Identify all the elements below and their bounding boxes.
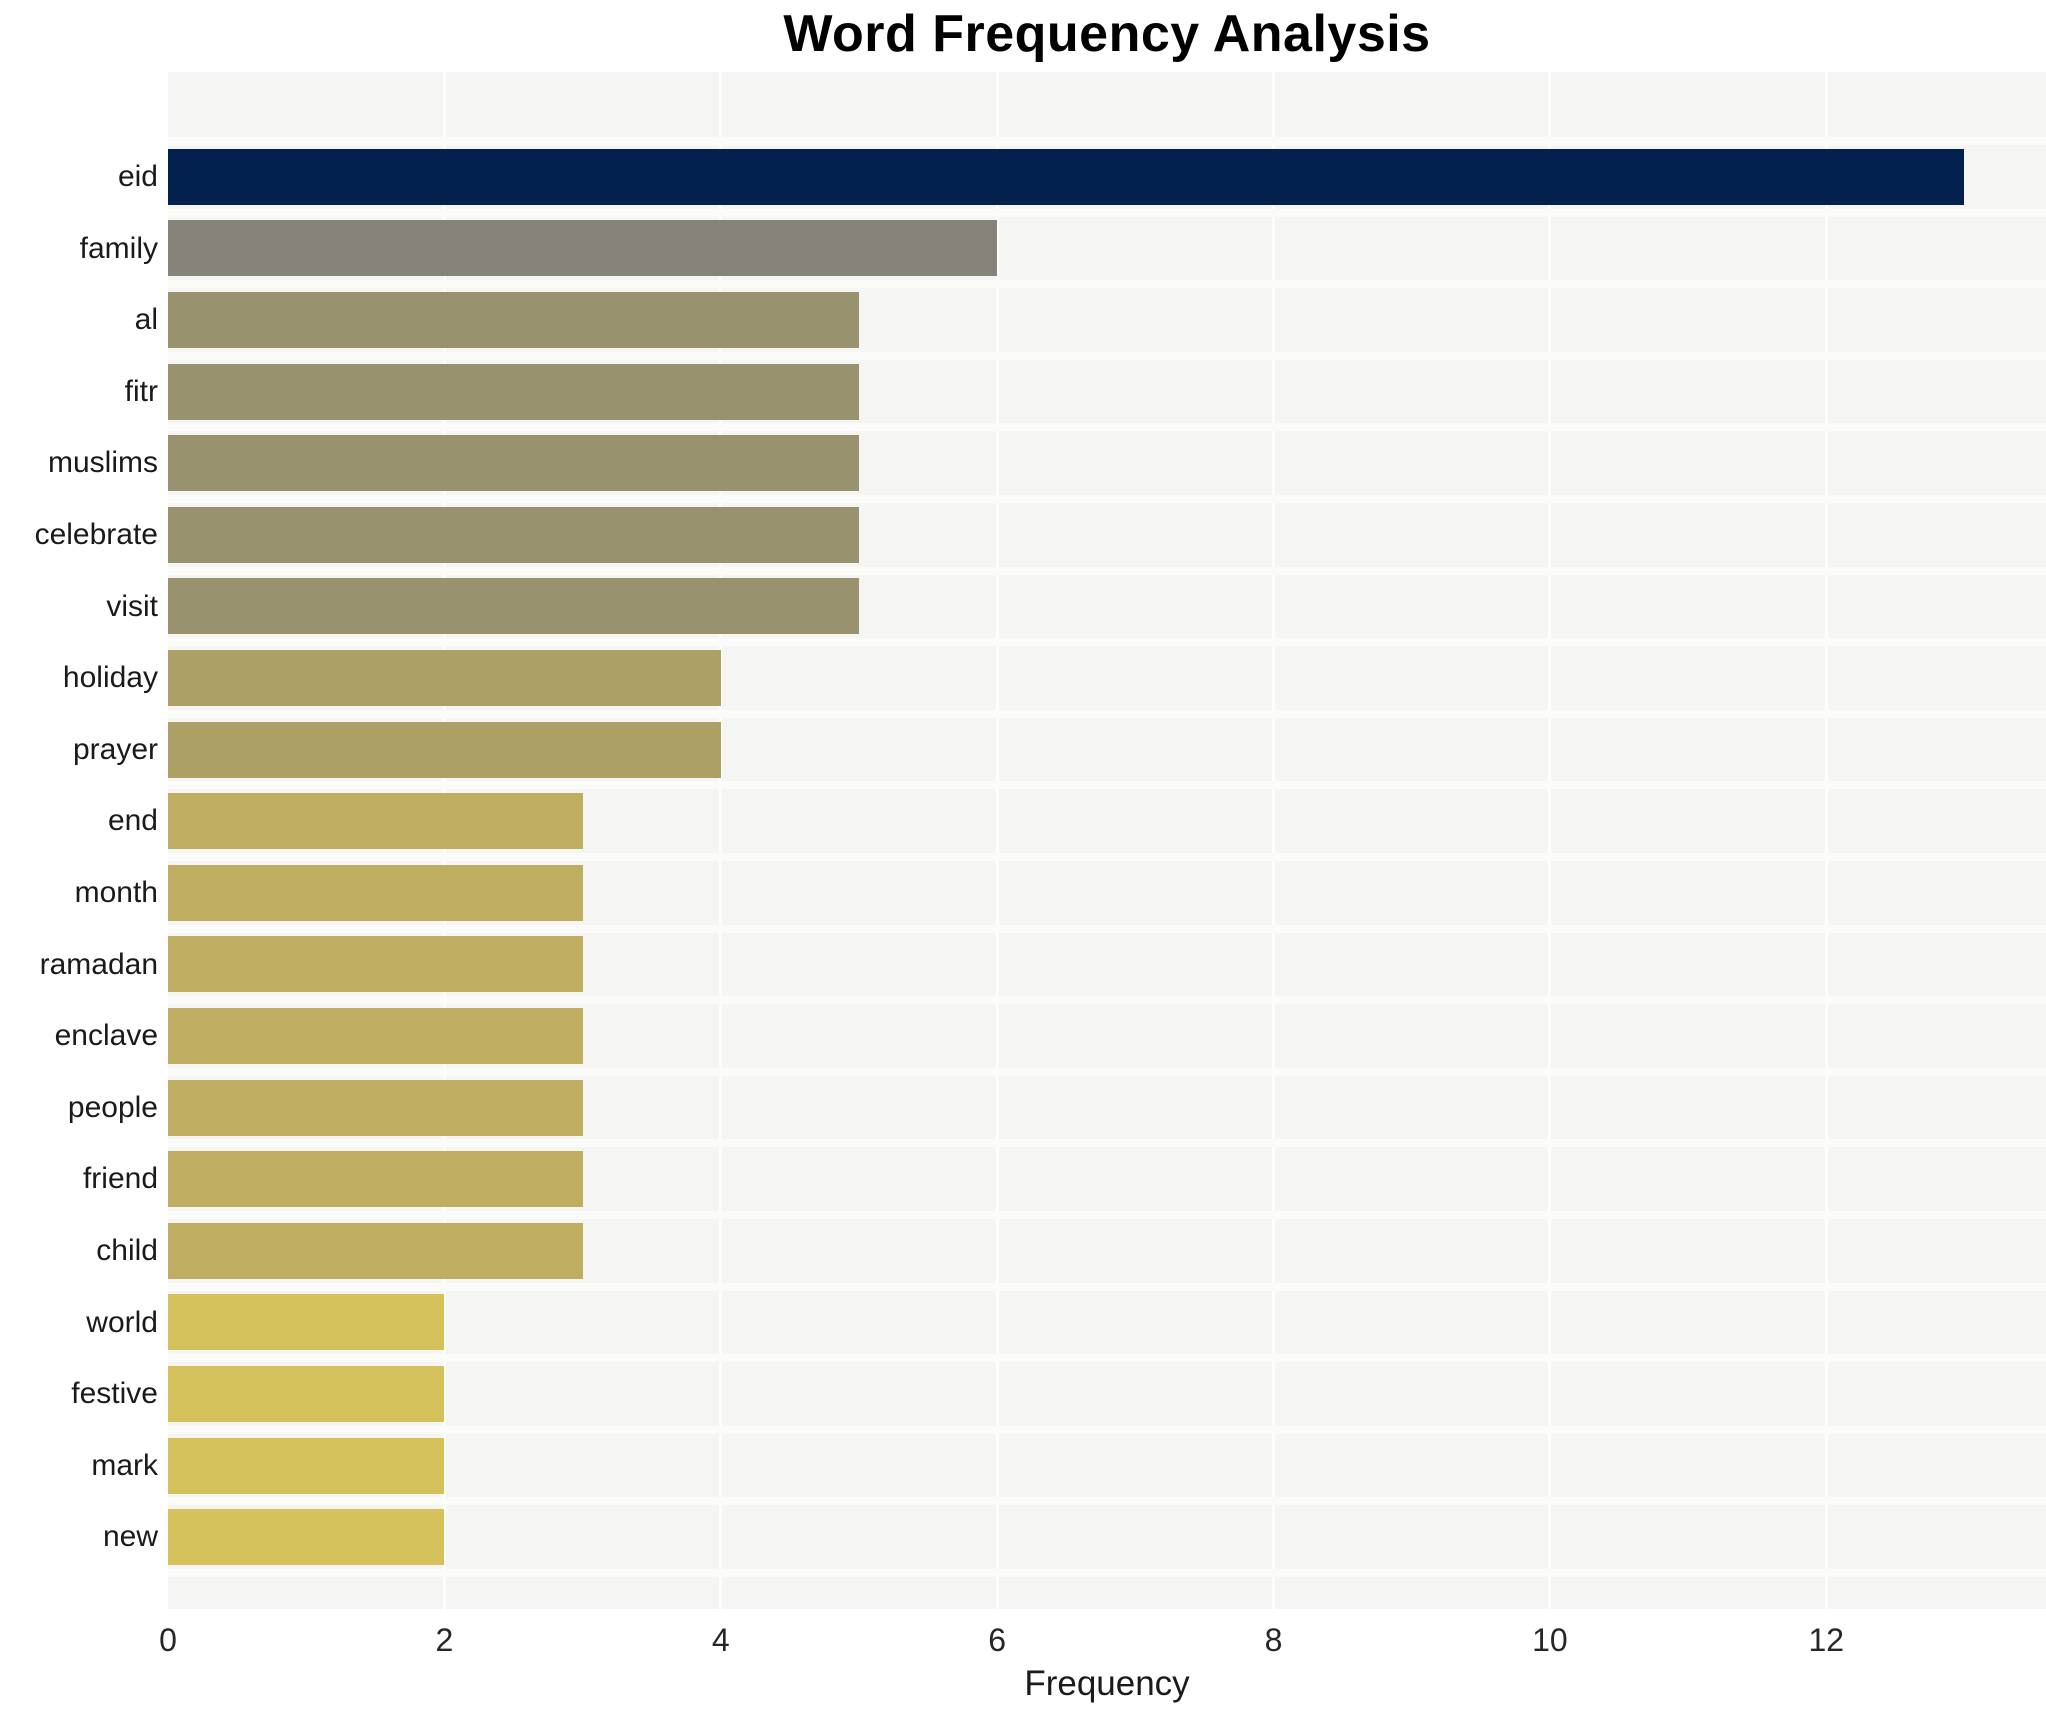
horizontal-gridline — [168, 423, 2046, 432]
vertical-gridline — [1548, 72, 1552, 1609]
horizontal-gridline — [168, 1211, 2046, 1219]
vertical-gridline — [719, 72, 723, 1609]
y-label-muslims: muslims — [48, 446, 158, 480]
bar-row — [168, 571, 2046, 643]
y-label-holiday: holiday — [62, 661, 158, 695]
bar-row — [168, 284, 2046, 356]
bar-row — [168, 427, 2046, 499]
x-tick-10: 10 — [1532, 1622, 1568, 1658]
y-label-people: people — [67, 1090, 158, 1124]
y-label-eid: eid — [117, 160, 158, 193]
horizontal-gridline — [168, 709, 2046, 718]
bar-mark — [168, 1437, 445, 1494]
y-label-new: new — [102, 1520, 158, 1554]
bar-people — [168, 1079, 583, 1136]
horizontal-gridline — [168, 351, 2046, 360]
horizontal-gridline — [168, 853, 2046, 861]
horizontal-gridline — [168, 781, 2046, 790]
bar-row — [168, 1501, 2046, 1573]
horizontal-gridline — [168, 924, 2046, 933]
bar-row — [168, 642, 2046, 714]
y-label-al: al — [134, 303, 158, 337]
y-label-mark: mark — [91, 1448, 158, 1482]
y-label-end: end — [107, 804, 158, 838]
x-tick-4: 4 — [711, 1622, 730, 1658]
bar-muslims — [168, 435, 859, 492]
bar-world — [168, 1294, 445, 1351]
bar-family — [168, 220, 998, 277]
vertical-gridline — [1824, 72, 1828, 1609]
bar-festive — [168, 1365, 445, 1422]
plot-area — [168, 72, 2046, 1609]
bar-row — [168, 857, 2046, 929]
horizontal-gridline — [168, 1139, 2046, 1148]
y-label-month: month — [74, 876, 158, 909]
bar-row — [168, 1072, 2046, 1144]
x-tick-8: 8 — [1264, 1622, 1283, 1658]
bar-row — [168, 714, 2046, 786]
horizontal-gridline — [168, 495, 2046, 503]
x-tick-6: 6 — [988, 1622, 1007, 1658]
y-label-fitr: fitr — [124, 374, 158, 408]
bar-row — [168, 1000, 2046, 1072]
y-label-world: world — [86, 1305, 158, 1339]
y-label-prayer: prayer — [72, 732, 158, 766]
bar-end — [168, 793, 583, 850]
chart-title: Word Frequency Analysis — [783, 5, 1431, 63]
bar-friend — [168, 1151, 583, 1208]
bar-row — [168, 499, 2046, 571]
bar-row — [168, 141, 2046, 213]
horizontal-gridline — [168, 1282, 2046, 1291]
x-tick-2: 2 — [435, 1622, 454, 1658]
horizontal-gridline — [168, 1497, 2046, 1506]
horizontal-gridline — [168, 1425, 2046, 1434]
bar-al — [168, 291, 859, 348]
y-label-friend: friend — [82, 1162, 158, 1196]
horizontal-gridline — [168, 208, 2046, 217]
bar-fitr — [168, 363, 859, 420]
x-axis-title: Frequency — [1024, 1664, 1190, 1703]
bar-row — [168, 1287, 2046, 1359]
bar-enclave — [168, 1007, 583, 1064]
bar-row — [168, 1358, 2046, 1430]
bar-row — [168, 1143, 2046, 1215]
bar-new — [168, 1509, 445, 1566]
horizontal-gridline — [168, 638, 2046, 647]
bar-row — [168, 356, 2046, 428]
bar-holiday — [168, 649, 721, 706]
vertical-gridline — [1272, 72, 1276, 1609]
x-tick-0: 0 — [159, 1622, 177, 1658]
y-label-festive: festive — [71, 1377, 158, 1411]
horizontal-gridline — [168, 1354, 2046, 1363]
bar-row — [168, 213, 2046, 285]
y-label-visit: visit — [106, 589, 158, 623]
bar-row — [168, 1430, 2046, 1502]
bar-row — [168, 785, 2046, 857]
y-label-enclave: enclave — [54, 1019, 158, 1053]
y-label-family: family — [79, 231, 158, 265]
bar-child — [168, 1222, 583, 1279]
bar-visit — [168, 578, 859, 635]
bar-ramadan — [168, 936, 583, 993]
horizontal-gridline — [168, 137, 2046, 145]
horizontal-gridline — [168, 1067, 2046, 1076]
bar-prayer — [168, 721, 721, 778]
horizontal-gridline — [168, 996, 2046, 1005]
y-label-ramadan: ramadan — [39, 947, 158, 981]
bar-celebrate — [168, 506, 859, 563]
bar-eid — [168, 148, 1965, 205]
horizontal-gridline — [168, 566, 2046, 575]
x-tick-12: 12 — [1808, 1622, 1845, 1658]
vertical-gridline — [995, 72, 999, 1609]
horizontal-gridline — [168, 280, 2046, 289]
bar-row — [168, 1215, 2046, 1287]
y-label-child: child — [96, 1234, 158, 1267]
y-label-celebrate: celebrate — [34, 518, 158, 551]
bar-row — [168, 929, 2046, 1001]
bar-month — [168, 864, 583, 921]
horizontal-gridline — [168, 1569, 2046, 1577]
